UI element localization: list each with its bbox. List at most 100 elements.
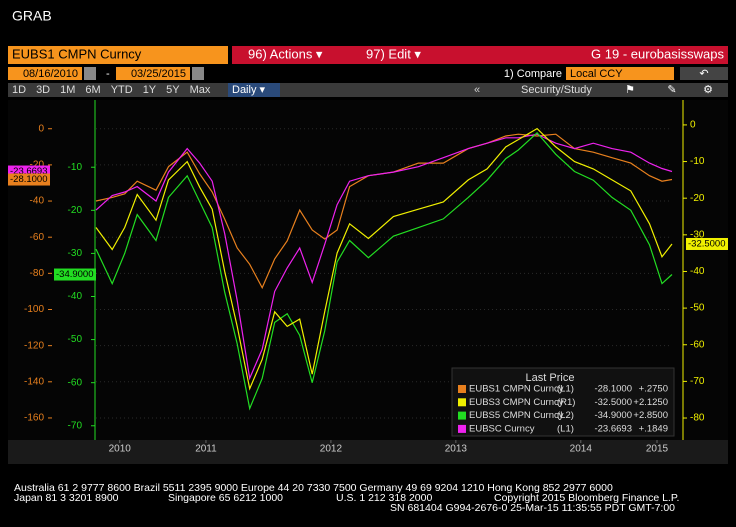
y-tick-label: -140 — [24, 376, 44, 387]
y-tick-label: -40 — [68, 291, 83, 302]
collapse-icon[interactable]: « — [474, 84, 480, 96]
y-tick-label: -120 — [24, 340, 44, 351]
period-button[interactable]: Max — [190, 84, 211, 96]
calendar-icon[interactable] — [192, 67, 204, 80]
study[interactable]: Security/Study — [521, 84, 592, 96]
series-line — [95, 131, 673, 411]
legend-title: Last Price — [526, 372, 575, 384]
footer-text: U.S. 1 212 318 2000 — [336, 492, 432, 504]
y-tick-label: -100 — [24, 304, 44, 315]
start-date-box[interactable] — [8, 67, 82, 80]
legend-last: -34.9000 — [594, 410, 632, 421]
footer-text: Copyright 2015 Bloomberg Finance L.P. — [494, 492, 679, 504]
toolbar — [8, 83, 728, 97]
legend-name: EUBS3 CMPN Curncy — [469, 397, 564, 408]
y-tick-label: 0 — [38, 123, 44, 134]
y-tick-label: -40 — [690, 266, 705, 277]
last-value-tag — [54, 268, 96, 281]
settings-icon[interactable]: ⚙ — [703, 84, 713, 96]
footer-text: Australia 61 2 9777 8600 Brazil 5511 239… — [14, 482, 613, 494]
footer-text: Japan 81 3 3201 8900 — [14, 492, 119, 504]
y-tick-label: -70 — [68, 420, 83, 431]
legend-name: EUBSC Curncy — [469, 423, 535, 434]
x-axis-band — [8, 440, 728, 464]
period-button[interactable]: 3D — [36, 84, 50, 96]
x-tick-label: 2015 — [646, 444, 669, 455]
y-tick-label: -160 — [24, 413, 44, 424]
period-button[interactable]: YTD — [111, 84, 133, 96]
last-value-label: -34.9000 — [56, 269, 94, 280]
legend-axis: (L1) — [557, 423, 574, 434]
legend-swatch — [458, 398, 466, 407]
legend-swatch — [458, 411, 466, 420]
last-value-tag — [686, 237, 728, 250]
footer-text: Singapore 65 6212 1000 — [168, 492, 283, 504]
menu-bar — [232, 46, 728, 64]
flag-icon[interactable]: ⚑ — [625, 84, 635, 96]
legend-last: -28.1000 — [594, 384, 632, 395]
period-button[interactable]: 1Y — [143, 84, 157, 96]
footer-text: SN 681404 G994-2676-0 25-Mar-15 11:35:55… — [390, 502, 675, 514]
last-value-label: -28.1000 — [10, 174, 48, 185]
security[interactable]: EUBS1 CMPN Curncy — [12, 46, 142, 61]
x-tick-label: 2014 — [570, 444, 593, 455]
legend-change: +.2750 — [639, 384, 668, 395]
x-tick-label: 2012 — [320, 444, 343, 455]
period-button[interactable]: 1M — [60, 84, 75, 96]
legend-swatch — [458, 385, 466, 393]
period-button[interactable]: 5Y — [166, 84, 180, 96]
edit-icon[interactable]: ✎ — [667, 84, 676, 96]
legend-name: EUBS1 CMPN Curncy — [469, 384, 564, 395]
last-value-tag — [8, 173, 50, 186]
legend-box — [451, 367, 675, 437]
y-tick-label: -50 — [690, 303, 705, 314]
legend-name: EUBS5 CMPN Curncy — [469, 410, 564, 421]
end-date[interactable]: 03/25/2015 — [131, 68, 186, 80]
y-tick-label: -20 — [690, 193, 705, 204]
start-date[interactable]: 08/16/2010 — [23, 68, 78, 80]
actions-menu[interactable]: 96) Actions ▾ — [248, 46, 323, 61]
back-button[interactable] — [680, 67, 728, 80]
legend-axis: (L2) — [557, 410, 574, 421]
y-tick-label: -20 — [30, 160, 45, 171]
back-icon[interactable]: ↶ — [699, 68, 708, 80]
edit-menu[interactable]: 97) Edit ▾ — [366, 46, 421, 61]
y-tick-label: -80 — [690, 413, 705, 424]
page-name: G 19 - eurobasisswaps — [591, 46, 724, 61]
y-tick-label: -80 — [30, 268, 45, 279]
y-tick-label: -40 — [30, 196, 45, 207]
y-tick-label: -50 — [68, 334, 83, 345]
last-value-label: -32.5000 — [688, 239, 726, 250]
period-button[interactable]: 1D — [12, 84, 26, 96]
compare-value[interactable]: Local CCY — [570, 68, 623, 80]
last-value-label: -23.6693 — [10, 166, 48, 177]
y-tick-label: -70 — [690, 376, 705, 387]
frequency[interactable]: Daily ▾ — [232, 84, 266, 96]
legend-last: -23.6693 — [594, 423, 632, 434]
y-tick-label: -60 — [68, 377, 83, 388]
end-date-box[interactable] — [116, 67, 190, 80]
legend-change: +2.1250 — [633, 397, 668, 408]
series-line — [95, 127, 673, 391]
security-box[interactable] — [8, 46, 228, 64]
x-tick-label: 2011 — [195, 444, 217, 455]
y-tick-label: -60 — [690, 339, 705, 350]
period-button[interactable]: 6M — [85, 84, 100, 96]
frequency-box[interactable] — [228, 83, 280, 97]
legend-change: +.1849 — [639, 423, 668, 434]
legend-last: -32.5000 — [594, 397, 632, 408]
compare-box[interactable] — [566, 67, 674, 80]
legend-axis: (L1) — [557, 384, 574, 395]
y-tick-label: -20 — [68, 205, 83, 216]
compare-label: 1) Compare — [504, 68, 562, 80]
y-tick-label: -30 — [68, 248, 83, 259]
series-line — [95, 133, 673, 381]
legend-swatch — [458, 424, 466, 433]
legend-change: +2.8500 — [633, 410, 668, 421]
y-tick-label: 0 — [690, 120, 696, 131]
x-tick-label: 2010 — [109, 444, 132, 455]
date-dash: - — [106, 68, 110, 80]
y-tick-label: -10 — [690, 156, 705, 167]
calendar-icon[interactable] — [84, 67, 96, 80]
